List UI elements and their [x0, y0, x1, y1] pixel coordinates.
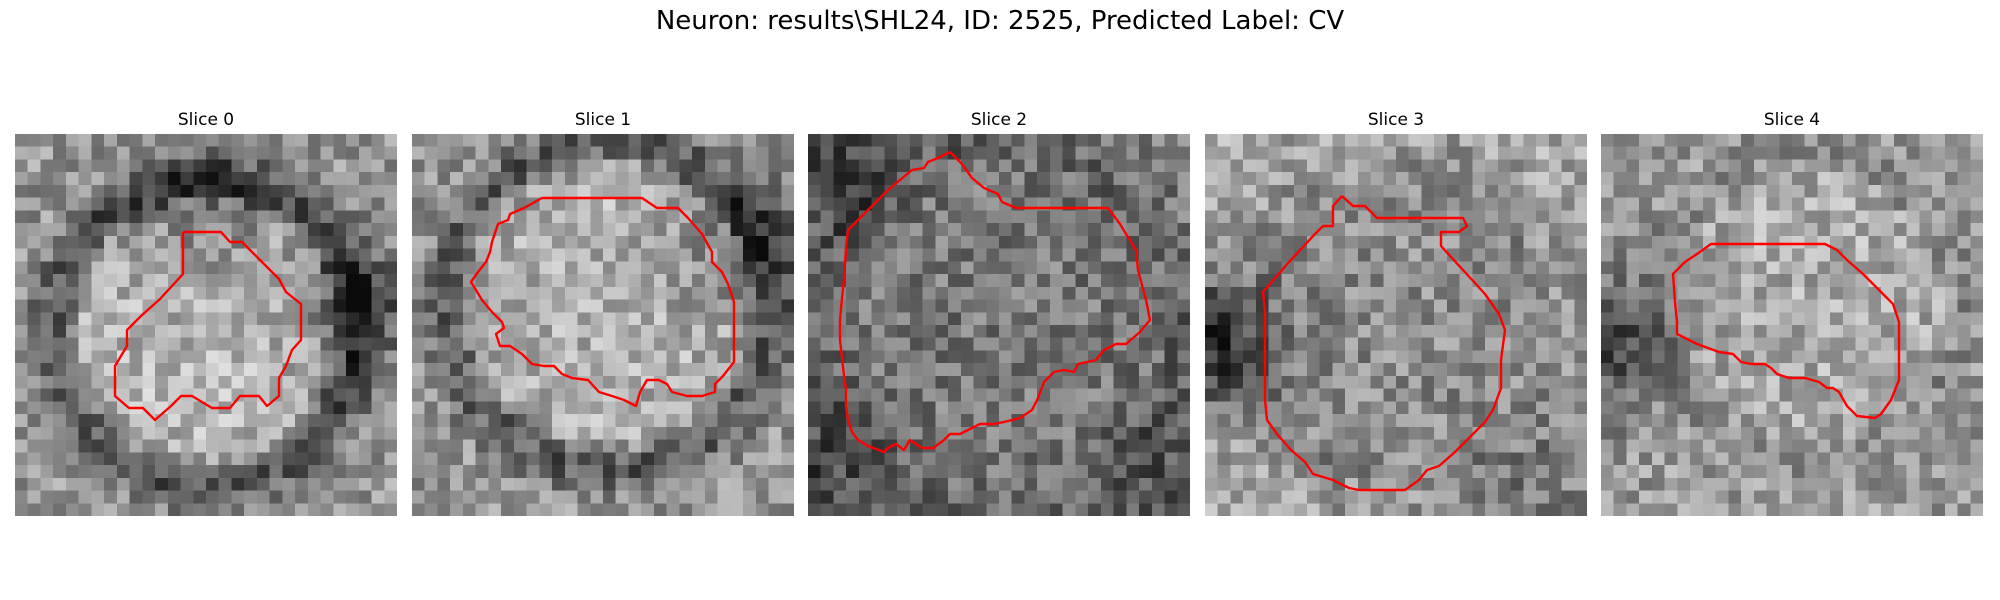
slice-0-grayscale-patch	[15, 134, 397, 516]
slice-4-grayscale-patch	[1601, 134, 1983, 516]
slice-0-image	[15, 134, 397, 516]
slice-0-contour	[113, 230, 303, 422]
slice-3-title: Slice 3	[1367, 110, 1425, 130]
slice-1-segmentation	[469, 196, 736, 408]
slice-panel-2: Slice 2	[808, 110, 1190, 516]
slice-3-image	[1205, 134, 1587, 516]
slice-0-segmentation	[113, 230, 303, 422]
slice-panel-4: Slice 4	[1601, 110, 1983, 516]
slice-4-segmentation	[1671, 242, 1901, 420]
slice-3-grayscale-patch	[1205, 134, 1587, 516]
slice-2-segmentation	[838, 150, 1152, 454]
slice-0-title: Slice 0	[177, 110, 235, 130]
slice-panel-1: Slice 1	[412, 110, 794, 516]
slice-4-title: Slice 4	[1763, 110, 1821, 130]
slice-1-title: Slice 1	[574, 110, 632, 130]
slice-panel-0: Slice 0	[15, 110, 397, 516]
slice-2-image	[808, 134, 1190, 516]
slice-3-segmentation	[1261, 195, 1507, 492]
slice-1-image	[412, 134, 794, 516]
slice-4-image	[1601, 134, 1983, 516]
slice-3-contour	[1261, 195, 1507, 492]
figure-title: Neuron: results\SHL24, ID: 2525, Predict…	[655, 6, 1345, 36]
slice-2-title: Slice 2	[970, 110, 1028, 130]
slice-panel-3: Slice 3	[1205, 110, 1587, 516]
slice-4-contour	[1671, 242, 1901, 420]
slice-1-contour	[469, 196, 736, 408]
slice-2-contour	[838, 150, 1152, 454]
